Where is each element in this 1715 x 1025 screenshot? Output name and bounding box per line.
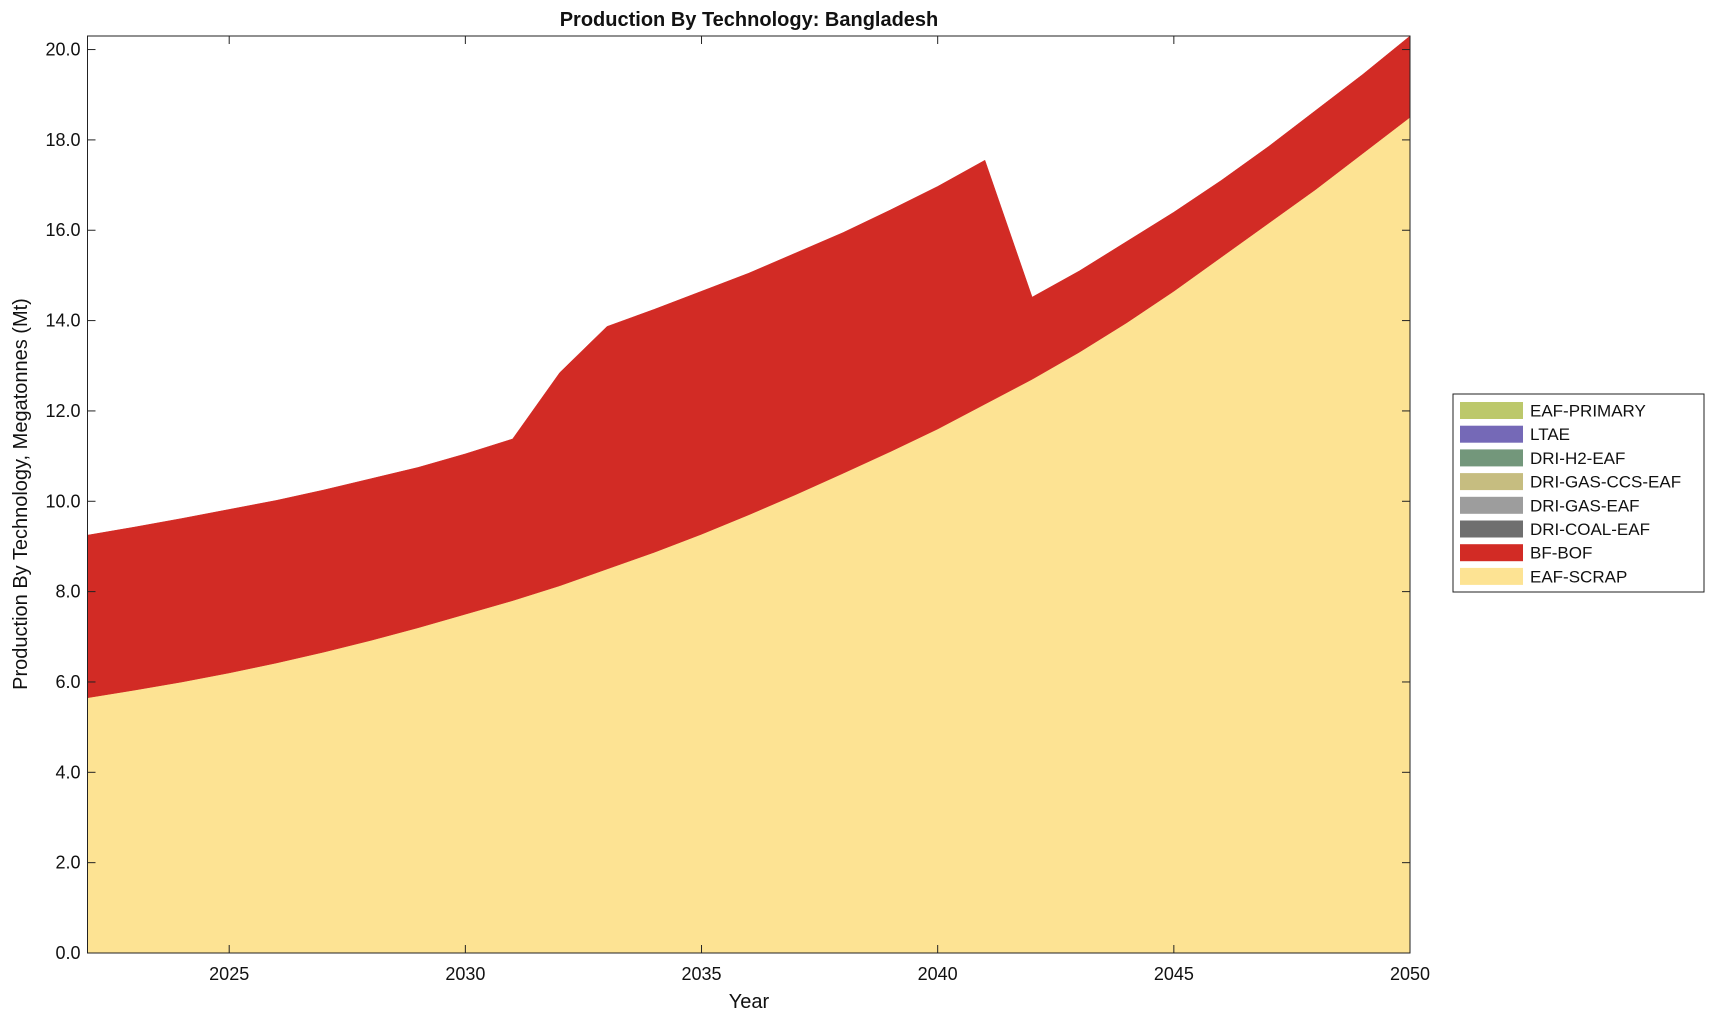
legend-label: EAF-SCRAP [1530, 567, 1627, 586]
legend-label: DRI-GAS-EAF [1530, 496, 1640, 515]
legend-swatch-dri-gas-ccs-eaf [1460, 473, 1523, 491]
legend-swatch-bf-bof [1460, 544, 1523, 562]
area-layers [87, 35, 1411, 954]
legend-label: BF-BOF [1530, 544, 1592, 563]
y-tick-label: 8.0 [55, 582, 80, 602]
plot-frame [87, 35, 1411, 954]
y-axis-label: Production By Technology, Megatonnes (Mt… [10, 298, 32, 690]
x-tick-label: 2045 [1154, 964, 1194, 984]
x-axis: 2025 2030 2035 2040 2045 2050 [209, 36, 1430, 984]
y-tick-label: 6.0 [55, 672, 80, 692]
legend-label: LTAE [1530, 425, 1570, 444]
y-tick-label: 12.0 [45, 401, 80, 421]
y-tick-label: 2.0 [55, 853, 80, 873]
x-tick-label: 2025 [209, 964, 249, 984]
legend-swatch-dri-gas-eaf [1460, 496, 1523, 514]
legend-label: EAF-PRIMARY [1530, 402, 1646, 421]
legend: EAF-PRIMARY LTAE DRI-H2-EAF DRI-GAS-CCS-EAF… [1452, 393, 1705, 593]
y-tick-label: 0.0 [55, 943, 80, 963]
y-axis: 0.0 2.0 4.0 6.0 8.0 10.0 12.0 14.0 16.0 18.0 20.0 [45, 40, 1410, 963]
y-tick-label: 18.0 [45, 130, 80, 150]
legend-label: DRI-GAS-CCS-EAF [1530, 473, 1681, 492]
y-tick-label: 16.0 [45, 220, 80, 240]
y-tick-label: 10.0 [45, 491, 80, 511]
y-tick-label: 4.0 [55, 762, 80, 782]
x-tick-label: 2040 [918, 964, 958, 984]
legend-swatch-eaf-primary [1460, 402, 1523, 419]
chart-title: Production By Technology: Bangladesh [560, 9, 939, 31]
x-axis-label: Year [729, 991, 770, 1013]
legend-swatch-dri-h2-eaf [1460, 449, 1523, 467]
legend-swatch-ltae [1460, 425, 1523, 443]
legend-label: DRI-COAL-EAF [1530, 520, 1650, 539]
y-tick-label: 20.0 [45, 40, 80, 60]
x-tick-label: 2030 [445, 964, 485, 984]
legend-label: DRI-H2-EAF [1530, 449, 1625, 468]
legend-swatch-eaf-scrap [1460, 567, 1523, 585]
x-tick-label: 2035 [681, 964, 721, 984]
legend-swatch-dri-coal-eaf [1460, 520, 1523, 538]
x-tick-label: 2050 [1390, 964, 1430, 984]
y-tick-label: 14.0 [45, 311, 80, 331]
